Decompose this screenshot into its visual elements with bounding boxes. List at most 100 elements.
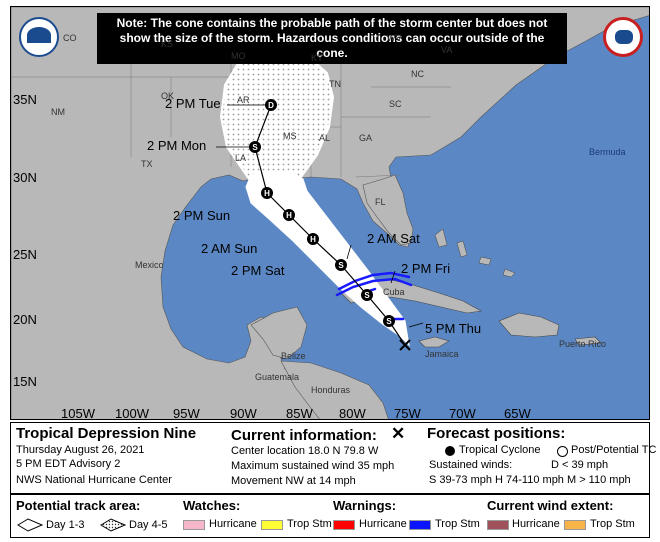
svg-text:H: H [264,189,270,198]
state-label: MO [231,51,246,61]
tropical-cyclone-icon [445,446,455,456]
legend-panel: Potential track area: Day 1-3 Day 4-5 Wa… [10,494,650,538]
watches-title: Watches: [183,498,241,513]
wind-hurricane-swatch [487,520,509,530]
warn-hurricane-swatch [333,520,355,530]
state-label: WV [387,33,402,43]
forecast-point-fri: S [383,315,395,327]
day13-label: Day 1-3 [46,519,85,531]
forecast-points: S S S H H H S D [249,99,411,351]
place-label-bermuda: Bermuda [589,147,626,157]
lon-label-105w: 105W [61,406,95,420]
wind-extent-title: Current wind extent: [487,498,614,513]
wind-trop-label: Trop Stm [590,518,635,530]
place-label-cuba: Cuba [383,287,405,297]
forecast-label-2pm-mon: 2 PM Mon [147,138,207,153]
land-central-america [280,360,389,419]
forecast-point-sat-pm: S [335,259,347,271]
state-label: GA [359,133,373,143]
watch-hurricane-label: Hurricane [209,518,257,530]
land-yucatan [250,306,308,360]
svg-text:D: D [268,101,274,110]
svg-text:S: S [252,143,258,152]
d-range: D < 39 mph [551,459,609,471]
land-bahamas [434,228,516,278]
forecast-label-2pm-tue: 2 PM Tue [165,96,221,111]
forecast-map: S S S H H H S D Note: The cone contains … [10,6,650,420]
state-label: VA [441,45,453,55]
forecast-label-2pm-fri: 2 PM Fri [401,261,451,276]
place-label-guatemala: Guatemala [255,372,300,382]
advisory-date: Thursday August 26, 2021 [16,444,145,456]
lat-label-15n: 15N [13,374,37,389]
current-info-title: Current information: [231,427,377,444]
center-location: Center location 18.0 N 79.8 W [231,445,379,457]
svg-text:S: S [386,317,392,326]
state-label: KY [311,53,324,63]
watch-hurricane-swatch [183,520,205,530]
svg-text:S: S [338,261,344,270]
land-florida [362,174,414,246]
warn-trop-label: Trop Stm [435,518,480,530]
state-label: KS [161,39,174,49]
day13-swatch [17,518,44,532]
shm-ranges: S 39-73 mph H 74-110 mph M > 110 mph [429,474,631,486]
forecast-label-2am-sat: 2 AM Sat [367,231,420,246]
state-label: TX [141,159,153,169]
issuing-center: NWS National Hurricane Center [16,474,172,486]
forecast-label-2pm-sat: 2 PM Sat [231,263,285,278]
advisory-number: 5 PM EDT Advisory 2 [16,458,121,470]
label-leaders [216,104,424,328]
state-label: CO [63,33,77,43]
svg-text:S: S [364,291,370,300]
warn-trop-swatch [409,520,431,530]
forecast-label-2pm-sun: 2 PM Sun [173,208,231,223]
wind-hurricane-label: Hurricane [512,518,560,530]
state-label: FL [375,197,386,207]
state-label: LA [235,153,247,163]
nws-cloud-icon [615,30,633,44]
lon-label-85w: 85W [286,406,313,420]
svg-text:H: H [310,235,316,244]
lon-label-65w: 65W [504,406,531,420]
warn-hurricane-label: Hurricane [359,518,407,530]
lon-label-100w: 100W [115,406,149,420]
forecast-point-sun-am: H [307,233,319,245]
forecast-point-tue: D [265,99,277,111]
place-label-mexico: Mexico [135,260,164,270]
state-label: OK [161,91,175,101]
storm-name: Tropical Depression Nine [16,425,197,442]
lon-label-80w: 80W [339,406,366,420]
map-svg: S S S H H H S D [11,7,649,419]
post-tc-label: Post/Potential TC [571,444,657,456]
land-jamaica [418,336,450,348]
svg-text:H: H [286,211,292,220]
info-panel: Tropical Depression Nine Thursday August… [10,422,656,494]
forecast-point-sun-pm: H [261,187,273,199]
sustained-winds-label: Sustained winds: [429,459,513,471]
day45-label: Day 4-5 [129,519,168,531]
place-label-honduras: Honduras [311,385,351,395]
movement: Movement NW at 14 mph [231,475,356,487]
nws-logo [603,17,643,57]
land-hispaniola [498,312,560,338]
lat-label-20n: 20N [13,312,37,327]
forecast-point-storm-current [399,339,411,351]
land-puerto-rico [574,336,602,346]
tropical-cyclone-label: Tropical Cyclone [459,444,541,456]
state-label: SC [389,99,402,109]
state-label: NC [411,69,424,79]
place-label-jamaica: Jamaica [425,349,459,359]
forecast-label-2am-sun: 2 AM Sun [201,241,258,256]
max-wind: Maximum sustained wind 35 mph [231,460,395,472]
state-label: MS [283,131,297,141]
state-label: TN [329,79,341,89]
warnings-title: Warnings: [333,498,397,513]
place-label-belize: Belize [281,351,306,361]
lat-label-35n: 35N [13,92,37,107]
state-label: AL [319,133,331,143]
wind-trop-swatch [564,520,586,530]
lon-label-75w: 75W [394,406,421,420]
forecast-label-5pm-thu: 5 PM Thu [425,321,482,336]
forecast-point-sat-am: S [361,289,373,301]
